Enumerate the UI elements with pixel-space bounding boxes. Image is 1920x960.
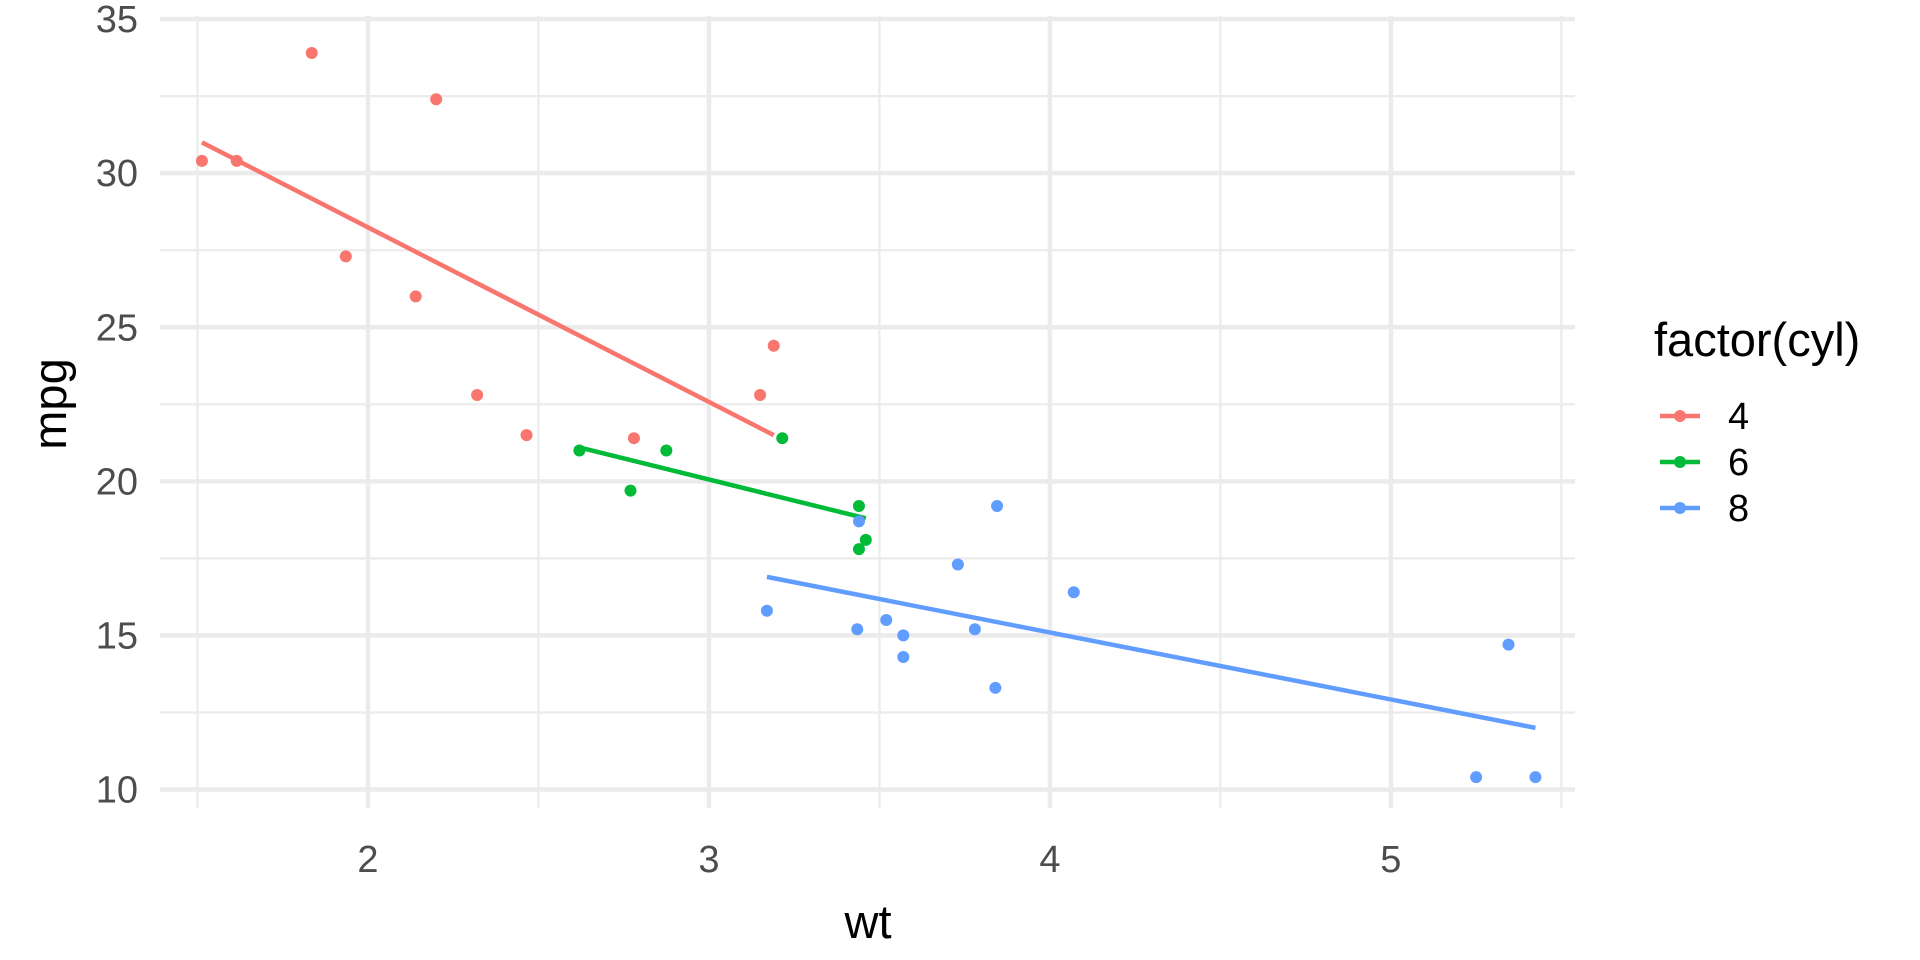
point-cyl-8	[989, 681, 1002, 694]
fit-line-cyl-4	[200, 140, 775, 438]
legend-key-point	[1674, 456, 1686, 468]
point-cyl-8	[1067, 586, 1080, 599]
point-cyl-6	[776, 432, 789, 445]
legend-key-point	[1674, 502, 1686, 514]
fit-lines	[200, 140, 1536, 731]
legend-item-6: 6	[1660, 442, 1749, 484]
legend-label: 8	[1728, 488, 1749, 530]
grid	[160, 16, 1575, 808]
point-cyl-4	[627, 432, 640, 445]
point-cyl-8	[880, 614, 893, 627]
legend-key-point	[1674, 410, 1686, 422]
y-tick-label: 15	[96, 615, 138, 657]
point-cyl-4	[195, 154, 208, 167]
legend-item-4: 4	[1660, 396, 1749, 438]
y-tick-label: 20	[96, 461, 138, 503]
point-cyl-6	[573, 444, 586, 457]
point-cyl-4	[471, 389, 484, 402]
point-cyl-6	[852, 543, 865, 556]
y-tick-label: 25	[96, 307, 138, 349]
x-tick-label: 2	[357, 839, 378, 881]
point-cyl-8	[897, 650, 910, 663]
point-cyl-4	[230, 154, 243, 167]
x-tick-label: 4	[1039, 839, 1060, 881]
point-cyl-8	[951, 558, 964, 571]
point-cyl-6	[852, 499, 865, 512]
y-axis-title: mpg	[23, 358, 76, 449]
x-tick-label: 5	[1380, 839, 1401, 881]
point-cyl-8	[897, 629, 910, 642]
y-tick-label: 30	[96, 153, 138, 195]
point-cyl-4	[430, 93, 443, 106]
point-cyl-6	[624, 484, 637, 497]
legend-label: 6	[1728, 442, 1749, 484]
point-cyl-8	[1502, 638, 1515, 651]
point-cyl-4	[409, 290, 422, 303]
tick-labels: 2 3 4 5 10 15 20 25 30 35	[96, 0, 1402, 881]
point-cyl-8	[1470, 771, 1483, 784]
legend: factor(cyl) 468	[1654, 313, 1860, 530]
point-cyl-8	[968, 623, 981, 636]
x-tick-label: 3	[698, 839, 719, 881]
point-cyl-6	[859, 533, 872, 546]
point-cyl-4	[754, 389, 767, 402]
point-cyl-8	[852, 515, 865, 528]
legend-title: factor(cyl)	[1654, 313, 1860, 366]
data-points	[195, 46, 1542, 784]
x-axis-title: wt	[844, 895, 892, 948]
point-cyl-4	[520, 429, 533, 442]
fit-line-cyl-6	[578, 445, 867, 521]
legend-label: 4	[1728, 396, 1749, 438]
fit-line-cyl-8	[766, 574, 1536, 731]
point-cyl-4	[305, 46, 318, 59]
point-cyl-4	[339, 250, 352, 263]
y-tick-label: 35	[96, 0, 138, 41]
legend-item-8: 8	[1660, 488, 1749, 530]
point-cyl-8	[760, 604, 773, 617]
y-tick-label: 10	[96, 770, 138, 812]
point-cyl-6	[660, 444, 673, 457]
point-cyl-8	[1529, 771, 1542, 784]
point-cyl-8	[851, 623, 864, 636]
point-cyl-4	[767, 339, 780, 352]
point-cyl-8	[991, 499, 1004, 512]
